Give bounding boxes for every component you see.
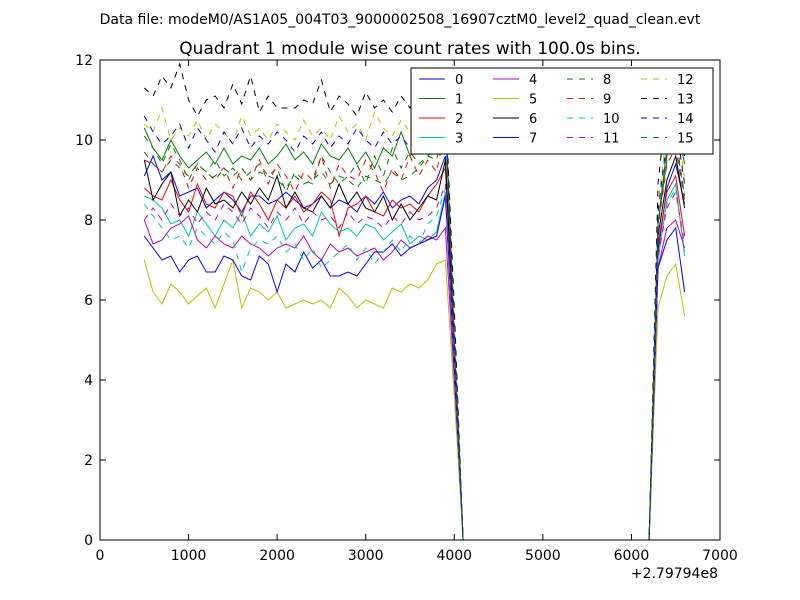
x-axis: 0 1000 2000 3000 4000 5000 6000 7000 (96, 60, 738, 564)
series-line-5 (143, 258, 686, 540)
y-tick-label: 6 (84, 293, 93, 309)
x-tick-label: 0 (96, 548, 105, 564)
series-line-10 (143, 186, 686, 540)
x-tick-label: 4000 (436, 548, 472, 564)
legend-label-0: 0 (455, 73, 463, 88)
legend-label-15: 15 (677, 132, 694, 147)
legend-label-13: 13 (677, 93, 694, 108)
y-tick-label: 8 (84, 213, 93, 229)
legend-box (410, 67, 714, 155)
series-line-15 (143, 123, 686, 540)
x-tick-label: 2000 (259, 548, 295, 564)
series-line-6 (143, 154, 686, 540)
chart-title: Quadrant 1 module wise count rates with … (179, 39, 640, 59)
legend-label-10: 10 (603, 112, 620, 127)
y-tick-label: 12 (75, 53, 93, 69)
legend-label-11: 11 (603, 132, 620, 147)
legend-label-8: 8 (603, 73, 611, 88)
x-tick-label: 1000 (171, 548, 207, 564)
legend-label-4: 4 (529, 73, 537, 88)
series-line-12 (143, 90, 686, 540)
y-tick-label: 10 (75, 133, 93, 149)
series-lines (143, 62, 686, 540)
legend-label-5: 5 (529, 93, 537, 108)
legend-label-6: 6 (529, 112, 537, 127)
legend-label-3: 3 (455, 132, 463, 147)
x-tick-label: 6000 (614, 548, 650, 564)
legend-label-9: 9 (603, 93, 611, 108)
chart-suptitle: Data file: modeM0/AS1A05_004T03_90000025… (100, 12, 701, 28)
legend-label-14: 14 (677, 112, 694, 127)
x-tick-label: 7000 (702, 548, 738, 564)
x-tick-label: 5000 (525, 548, 561, 564)
legend-label-2: 2 (455, 112, 463, 127)
series-line-4 (143, 215, 686, 540)
y-tick-label: 2 (84, 453, 93, 469)
legend-label-7: 7 (529, 132, 537, 147)
y-tick-label: 4 (84, 373, 93, 389)
x-offset-label: +2.79794e8 (631, 566, 718, 582)
x-tick-label: 3000 (348, 548, 384, 564)
series-line-11 (143, 183, 686, 540)
legend-label-12: 12 (677, 73, 694, 88)
y-tick-label: 0 (84, 533, 93, 549)
legend-label-1: 1 (455, 93, 463, 108)
